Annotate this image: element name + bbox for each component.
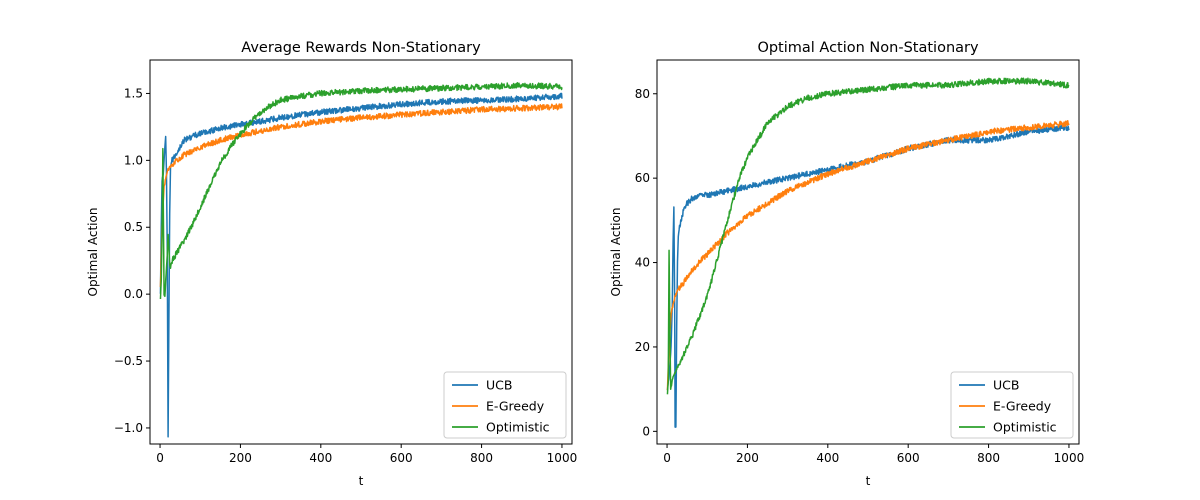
legend-label-optimistic: Optimistic [993, 420, 1057, 435]
x-tick-label: 200 [229, 451, 252, 465]
y-axis-label: Optimal Action [609, 208, 623, 297]
y-tick-label: 60 [635, 171, 650, 185]
series-layer [666, 77, 1070, 428]
y-tick-label: 0 [642, 424, 650, 438]
ticks-layer: 0 200 400 600 800 1000 −1.0 −0.5 0.0 0.5 1.0 1.5 [114, 86, 577, 465]
y-tick-label: −0.5 [114, 354, 143, 368]
x-tick-label: 400 [816, 451, 839, 465]
y-tick-label: 1.5 [124, 86, 143, 100]
x-tick-label: 1000 [547, 451, 578, 465]
y-tick-label: 20 [635, 340, 650, 354]
x-tick-label: 800 [470, 451, 493, 465]
y-tick-label: 0.0 [124, 287, 143, 301]
legend-label-e-greedy: E-Greedy [486, 399, 545, 414]
optimal-action-chart: Optimal Action Non-Stationary 0 200 400 600… [609, 40, 1084, 488]
y-axis-label: Optimal Action [86, 208, 100, 297]
y-tick-label: 1.0 [124, 153, 143, 167]
y-tick-label: 80 [635, 87, 650, 101]
y-tick-label: −1.0 [114, 421, 143, 435]
legend-label-ucb: UCB [486, 378, 512, 393]
x-tick-label: 0 [663, 451, 671, 465]
x-tick-label: 600 [897, 451, 920, 465]
x-tick-label: 0 [156, 451, 164, 465]
y-tick-label: 0.5 [124, 220, 143, 234]
y-tick-label: 40 [635, 256, 650, 270]
chart-title: Optimal Action Non-Stationary [757, 40, 979, 56]
average-rewards-chart: Average Rewards Non-Stationary 0 200 400 60… [86, 40, 577, 488]
legend-label-e-greedy: E-Greedy [993, 399, 1052, 414]
x-axis-label: t [866, 474, 871, 488]
legend: UCB E-Greedy Optimistic [443, 371, 567, 439]
x-axis-label: t [359, 474, 364, 488]
series-line-e-greedy [666, 119, 1070, 391]
series-layer [159, 82, 563, 438]
x-tick-label: 1000 [1054, 451, 1085, 465]
plot-frame [656, 59, 1080, 445]
ticks-layer: 0 200 400 600 800 1000 0 20 40 60 80 [635, 87, 1085, 465]
legend-box [950, 371, 1074, 439]
legend-box [443, 371, 567, 439]
series-line-optimistic [666, 77, 1070, 395]
x-tick-label: 200 [736, 451, 759, 465]
legend: UCB E-Greedy Optimistic [950, 371, 1074, 439]
series-line-e-greedy [159, 103, 563, 288]
x-tick-label: 800 [977, 451, 1000, 465]
x-tick-label: 600 [390, 451, 413, 465]
x-tick-label: 400 [309, 451, 332, 465]
chart-title: Average Rewards Non-Stationary [241, 40, 481, 56]
series-line-ucb [159, 92, 563, 438]
series-line-optimistic [159, 82, 563, 300]
legend-label-optimistic: Optimistic [486, 420, 550, 435]
legend-label-ucb: UCB [993, 378, 1019, 393]
plot-frame [149, 59, 573, 445]
